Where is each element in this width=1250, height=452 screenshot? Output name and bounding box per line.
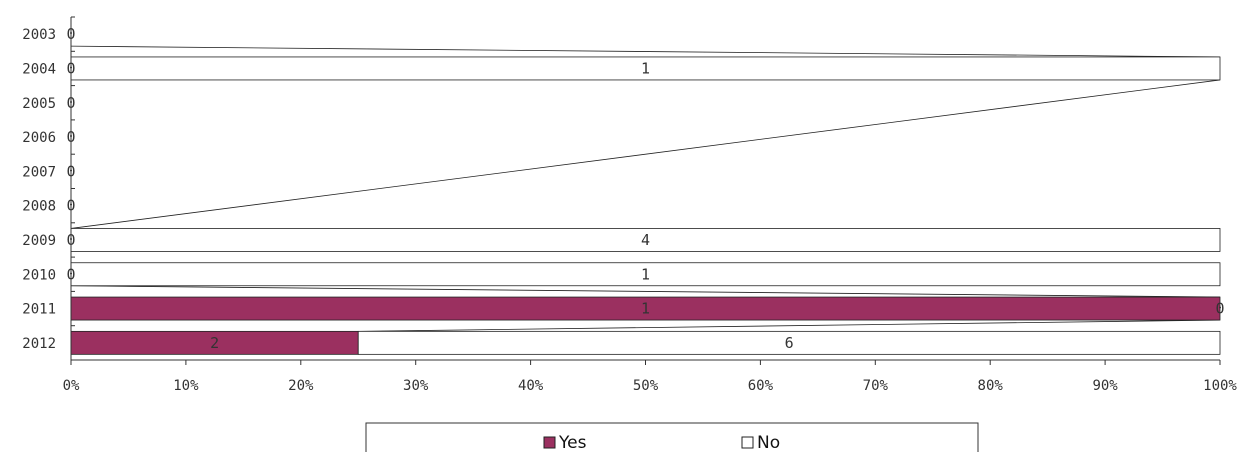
x-tick-label-80pct: 80% bbox=[978, 378, 1004, 394]
y-tick-label-2004: 2004 bbox=[22, 61, 56, 77]
bar-no-2012 bbox=[357, 330, 1221, 355]
x-tick-label-10pct: 10% bbox=[173, 378, 199, 394]
x-tick-label-0pct: 0% bbox=[63, 378, 80, 394]
legend-label-yes: Yes bbox=[558, 433, 587, 452]
data-label-yes-2009: 0 bbox=[66, 231, 75, 249]
y-tick-label-2005: 2005 bbox=[22, 96, 56, 112]
x-tick-label-90pct: 90% bbox=[1092, 378, 1118, 394]
y-tick-label-2011: 2011 bbox=[22, 302, 56, 318]
data-label-no-2004: 1 bbox=[641, 59, 650, 77]
x-tick-label-30pct: 30% bbox=[403, 378, 429, 394]
data-label-yes-2005: 0 bbox=[66, 94, 75, 112]
x-tick-label-50pct: 50% bbox=[633, 378, 659, 394]
data-label-yes-2007: 0 bbox=[66, 162, 75, 180]
y-tick-label-2008: 2008 bbox=[22, 199, 56, 215]
data-label-yes-2010: 0 bbox=[66, 265, 75, 283]
connector-line-gap-2004-2009 bbox=[70, 79, 1221, 229]
x-tick-label-60pct: 60% bbox=[748, 378, 774, 394]
x-tick-label-70pct: 70% bbox=[863, 378, 889, 394]
y-tick-label-2009: 2009 bbox=[22, 233, 56, 249]
connector-line-yes-2011-2012 bbox=[358, 319, 1221, 332]
series-connector-lines bbox=[70, 45, 1221, 332]
legend-box bbox=[365, 422, 979, 452]
axes: 2003200420052006200720082009201020112012… bbox=[22, 16, 1237, 394]
data-label-no-2009: 4 bbox=[641, 231, 650, 249]
legend-label-no: No bbox=[757, 433, 780, 452]
y-tick-label-2007: 2007 bbox=[22, 164, 56, 180]
bars bbox=[70, 56, 1221, 355]
x-tick-label-40pct: 40% bbox=[518, 378, 544, 394]
legend-swatch-no bbox=[741, 436, 754, 449]
connector-line-lead-2004 bbox=[70, 45, 1221, 58]
legend: Yes No bbox=[365, 422, 979, 452]
x-tick-label-20pct: 20% bbox=[288, 378, 314, 394]
y-tick-label-2010: 2010 bbox=[22, 267, 56, 283]
data-label-no-2011: 0 bbox=[1215, 300, 1224, 318]
y-tick-label-2012: 2012 bbox=[22, 336, 56, 352]
data-label-no-2012: 6 bbox=[785, 334, 794, 352]
data-label-yes-2004: 0 bbox=[66, 59, 75, 77]
data-label-yes-2008: 0 bbox=[66, 197, 75, 215]
data-label-no-2010: 1 bbox=[641, 265, 650, 283]
data-labels: 0 0 1 0 0 0 0 0 4 0 1 1 0 2 6 bbox=[66, 25, 1224, 352]
connector-line-yes-2010-2011 bbox=[70, 285, 1221, 298]
y-tick-label-2003: 2003 bbox=[22, 27, 56, 43]
data-label-yes-2011: 1 bbox=[641, 300, 650, 318]
x-tick-label-100pct: 100% bbox=[1203, 378, 1237, 394]
data-label-yes-2006: 0 bbox=[66, 128, 75, 146]
data-label-yes-2003: 0 bbox=[66, 25, 75, 43]
data-label-yes-2012: 2 bbox=[210, 334, 219, 352]
y-tick-label-2006: 2006 bbox=[22, 130, 56, 146]
legend-swatch-yes bbox=[543, 436, 556, 449]
